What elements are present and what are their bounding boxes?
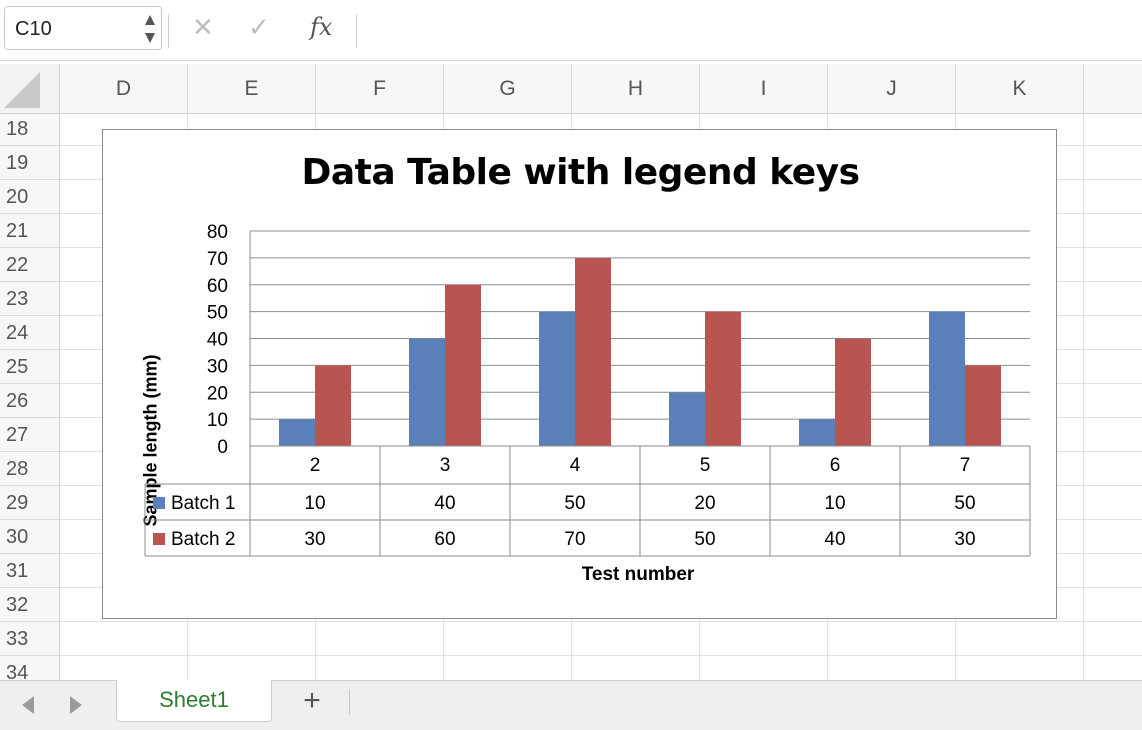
chart[interactable]: Data Table with legend keys Sample lengt… bbox=[102, 129, 1057, 619]
row-header-25[interactable]: 25 bbox=[0, 350, 59, 384]
y-tick-label: 30 bbox=[207, 356, 228, 377]
formula-bar: C10 ✕ ✓ fx bbox=[0, 0, 1142, 61]
y-tick-label: 60 bbox=[207, 276, 228, 297]
y-tick-label: 40 bbox=[207, 330, 228, 351]
name-box-value: C10 bbox=[15, 18, 52, 40]
y-tick-label: 70 bbox=[207, 249, 228, 270]
column-header-k[interactable]: K bbox=[956, 64, 1084, 114]
formula-input[interactable] bbox=[368, 6, 1138, 50]
bar-batch-1 bbox=[669, 392, 705, 446]
row-header-23[interactable]: 23 bbox=[0, 282, 59, 316]
insert-function-icon[interactable]: fx bbox=[310, 13, 333, 41]
column-header-d[interactable]: D bbox=[60, 64, 188, 114]
row-header-27[interactable]: 27 bbox=[0, 418, 59, 452]
legend-key-batch-2 bbox=[153, 533, 165, 545]
x-tick-label: 5 bbox=[700, 455, 711, 476]
bar-batch-1 bbox=[799, 419, 835, 446]
select-all-icon bbox=[4, 72, 40, 108]
enter-icon[interactable]: ✓ bbox=[248, 12, 270, 42]
data-table-value: 50 bbox=[564, 493, 585, 514]
data-table-value: 40 bbox=[434, 493, 455, 514]
column-header-h[interactable]: H bbox=[572, 64, 700, 114]
y-tick-label: 50 bbox=[207, 303, 228, 324]
formula-bar-divider bbox=[168, 14, 169, 48]
row-header-29[interactable]: 29 bbox=[0, 486, 59, 520]
cancel-icon[interactable]: ✕ bbox=[192, 12, 214, 42]
x-axis-label: Test number bbox=[581, 564, 695, 585]
bar-batch-2 bbox=[835, 338, 871, 446]
row-header-24[interactable]: 24 bbox=[0, 316, 59, 350]
data-table-value: 30 bbox=[954, 529, 975, 550]
row-header-20[interactable]: 20 bbox=[0, 180, 59, 214]
x-tick-label: 3 bbox=[440, 455, 451, 476]
data-table-value: 10 bbox=[824, 493, 845, 514]
y-tick-label: 20 bbox=[207, 383, 228, 404]
bar-batch-1 bbox=[409, 338, 445, 446]
data-table-value: 20 bbox=[694, 493, 715, 514]
row-header-21[interactable]: 21 bbox=[0, 214, 59, 248]
row-header-28[interactable]: 28 bbox=[0, 452, 59, 486]
gridline-horizontal bbox=[60, 655, 1142, 656]
bar-batch-2 bbox=[445, 284, 481, 446]
column-header-i[interactable]: I bbox=[700, 64, 828, 114]
row-header-22[interactable]: 22 bbox=[0, 248, 59, 282]
column-header-g[interactable]: G bbox=[444, 64, 572, 114]
x-tick-label: 7 bbox=[960, 455, 971, 476]
column-header-j[interactable]: J bbox=[828, 64, 956, 114]
data-table-value: 70 bbox=[564, 529, 585, 550]
column-header-e[interactable]: E bbox=[188, 64, 316, 114]
gridline-horizontal bbox=[60, 621, 1142, 622]
bar-batch-2 bbox=[575, 257, 611, 446]
sheet-tab[interactable]: Sheet1 bbox=[116, 680, 272, 722]
tab-next-icon[interactable] bbox=[70, 696, 82, 714]
legend-key-batch-1 bbox=[153, 497, 165, 509]
row-header-30[interactable]: 30 bbox=[0, 520, 59, 554]
row-headers: 18 19 20 21 22 23 24 25 26 27 28 29 30 31 32 33 34 bbox=[0, 114, 60, 680]
row-header-26[interactable]: 26 bbox=[0, 384, 59, 418]
data-table-value: 30 bbox=[304, 529, 325, 550]
x-tick-label: 6 bbox=[830, 455, 841, 476]
row-header-18[interactable]: 18 bbox=[0, 114, 59, 146]
row-header-34[interactable]: 34 bbox=[0, 656, 59, 680]
bar-batch-2 bbox=[965, 365, 1001, 446]
data-table-value: 60 bbox=[434, 529, 455, 550]
bar-batch-2 bbox=[705, 311, 741, 446]
row-header-19[interactable]: 19 bbox=[0, 146, 59, 180]
row-header-31[interactable]: 31 bbox=[0, 554, 59, 588]
data-table-value: 40 bbox=[824, 529, 845, 550]
bar-batch-1 bbox=[279, 419, 315, 446]
row-header-33[interactable]: 33 bbox=[0, 622, 59, 656]
x-tick-label: 4 bbox=[570, 455, 581, 476]
bar-batch-1 bbox=[929, 311, 965, 446]
bar-batch-1 bbox=[539, 311, 575, 446]
y-tick-label: 10 bbox=[207, 410, 228, 431]
y-tick-label: 80 bbox=[207, 222, 228, 243]
bar-batch-2 bbox=[315, 365, 351, 446]
select-all-corner[interactable] bbox=[0, 64, 60, 114]
gridline-vertical bbox=[1083, 114, 1084, 680]
tab-prev-icon[interactable] bbox=[22, 696, 34, 714]
y-tick-label: 0 bbox=[217, 437, 228, 458]
data-table-value: 10 bbox=[304, 493, 325, 514]
row-header-32[interactable]: 32 bbox=[0, 588, 59, 622]
tab-divider bbox=[349, 689, 350, 715]
data-table-value: 50 bbox=[954, 493, 975, 514]
add-sheet-button[interactable]: + bbox=[303, 684, 321, 717]
sheet-tab-bar: Sheet1 + bbox=[0, 680, 1142, 730]
name-box-stepper-icon[interactable] bbox=[143, 11, 157, 47]
chart-title: Data Table with legend keys bbox=[301, 152, 860, 193]
column-header-f[interactable]: F bbox=[316, 64, 444, 114]
legend-entry: Batch 1 bbox=[171, 493, 235, 514]
name-box[interactable]: C10 bbox=[4, 6, 162, 50]
chart-plot: 0 10 20 30 40 50 60 70 80 2 3 4 5 6 7 Batch 1 10 40 50 20 10… bbox=[144, 222, 1031, 557]
legend-entry: Batch 2 bbox=[171, 529, 235, 550]
x-tick-label: 2 bbox=[310, 455, 321, 476]
data-table-value: 50 bbox=[694, 529, 715, 550]
formula-bar-divider bbox=[356, 14, 357, 48]
